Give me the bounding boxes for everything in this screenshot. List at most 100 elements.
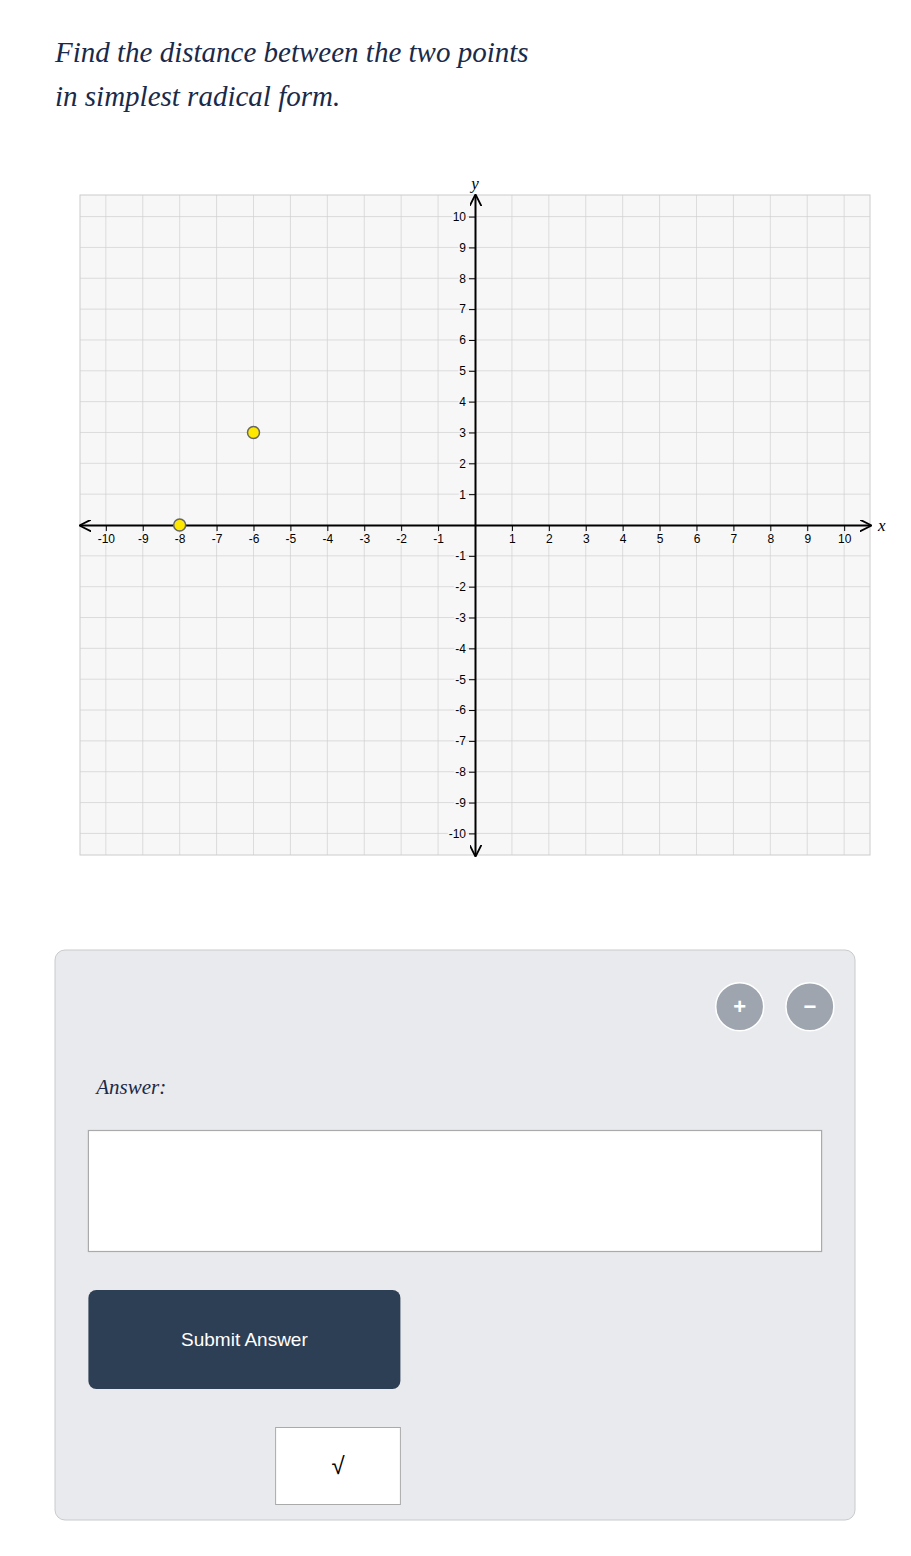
sqrt-button[interactable] <box>276 1428 401 1505</box>
tick: -7 <box>455 734 475 748</box>
tick-label: 7 <box>459 302 466 316</box>
tick: -5 <box>455 673 475 687</box>
tick-mark <box>143 525 144 531</box>
tick-mark <box>469 772 475 773</box>
tick-label: -2 <box>455 580 466 594</box>
tick-label: -6 <box>455 703 466 717</box>
tick-mark <box>469 618 475 619</box>
tick-mark <box>327 525 328 531</box>
tick: -1 <box>433 525 444 546</box>
tick-mark <box>549 525 550 531</box>
tick-label: -7 <box>455 734 466 748</box>
tick-label: -10 <box>449 827 467 841</box>
minus-label[interactable]: − <box>803 994 816 1019</box>
chart-root: Find the distance between the two points… <box>0 0 911 1556</box>
tick-mark <box>469 587 475 588</box>
tick-label: 4 <box>620 532 627 546</box>
tick-mark <box>106 525 107 531</box>
tick: 3 <box>583 525 590 546</box>
tick: 1 <box>509 525 516 546</box>
tick: 3 <box>459 426 475 440</box>
plus-button[interactable] <box>716 983 764 1031</box>
tick-label: 2 <box>546 532 553 546</box>
tick-label: -1 <box>455 549 466 563</box>
tick-label: 5 <box>459 364 466 378</box>
grid <box>80 195 870 855</box>
answer-panel: + − Answer: Submit Answer √ <box>55 950 855 1520</box>
tick: 8 <box>459 272 475 286</box>
tick-label: 1 <box>459 487 466 501</box>
tick: -4 <box>455 642 475 656</box>
tick-label: -3 <box>359 532 370 546</box>
tick: 6 <box>694 525 701 546</box>
tick-mark <box>844 525 845 531</box>
tick-mark <box>469 556 475 557</box>
tick-mark <box>469 340 475 341</box>
answer-input[interactable] <box>88 1131 821 1252</box>
tick-mark <box>469 679 475 680</box>
tick: 9 <box>804 525 811 546</box>
tick: -5 <box>286 525 297 546</box>
tick-label: 5 <box>657 532 664 546</box>
tick-label: 8 <box>767 532 774 546</box>
tick-label: -10 <box>98 532 116 546</box>
tick-label: 1 <box>509 532 516 546</box>
tick-mark <box>401 525 402 531</box>
tick: 4 <box>459 395 475 409</box>
point <box>174 519 186 531</box>
tick: 2 <box>459 457 475 471</box>
plot-frame <box>80 195 870 855</box>
tick-label: 9 <box>459 241 466 255</box>
tick-mark <box>469 741 475 742</box>
tick-mark <box>512 525 513 531</box>
tick: 10 <box>838 525 852 546</box>
tick-mark <box>807 525 808 531</box>
tick-mark <box>660 525 661 531</box>
tick-mark <box>469 833 475 834</box>
y-axis-label: y <box>469 174 479 193</box>
tick-label: -2 <box>396 532 407 546</box>
tick-mark <box>469 432 475 433</box>
tick-mark <box>254 525 255 531</box>
tick-label: 2 <box>459 457 466 471</box>
tick-label: -8 <box>455 765 466 779</box>
tick-label: -5 <box>286 532 297 546</box>
sqrt-label[interactable]: √ <box>331 1452 345 1479</box>
tick-mark <box>586 525 587 531</box>
tick-mark <box>469 371 475 372</box>
tick-mark <box>469 402 475 403</box>
answer-label: Answer: <box>94 1075 166 1099</box>
tick-label: -3 <box>455 611 466 625</box>
submit-button[interactable] <box>88 1290 400 1389</box>
point <box>248 426 260 438</box>
tick-label: -4 <box>455 642 466 656</box>
tick-mark <box>770 525 771 531</box>
tick-label: 10 <box>453 210 467 224</box>
tick-mark <box>217 525 218 531</box>
tick: 9 <box>459 241 475 255</box>
tick-mark <box>469 278 475 279</box>
tick-mark <box>696 525 697 531</box>
axis-line <box>475 196 477 856</box>
tick: -10 <box>98 525 116 546</box>
tick-label: -7 <box>212 532 223 546</box>
chart-svg: Find the distance between the two points… <box>0 0 911 1556</box>
minus-button[interactable] <box>786 983 834 1031</box>
tick-mark <box>469 494 475 495</box>
tick: 10 <box>453 210 475 224</box>
tick-label: -9 <box>455 796 466 810</box>
tick-label: 6 <box>459 333 466 347</box>
tick-mark <box>469 710 475 711</box>
submit-label[interactable]: Submit Answer <box>181 1329 308 1350</box>
tick-label: -8 <box>175 532 186 546</box>
tick: 2 <box>546 525 553 546</box>
tick-mark <box>469 247 475 248</box>
tick: -3 <box>455 611 475 625</box>
tick-mark <box>469 463 475 464</box>
points <box>174 426 260 531</box>
tick-mark <box>469 217 475 218</box>
tick-label: -5 <box>455 673 466 687</box>
tick: -10 <box>449 827 475 841</box>
y-axis: -10 -9 -8 -7 -6 -5 -4 -3 -2 -1 1 2 3 4 5 6 7 8 9 10 <box>449 196 476 856</box>
plus-label[interactable]: + <box>733 994 746 1019</box>
